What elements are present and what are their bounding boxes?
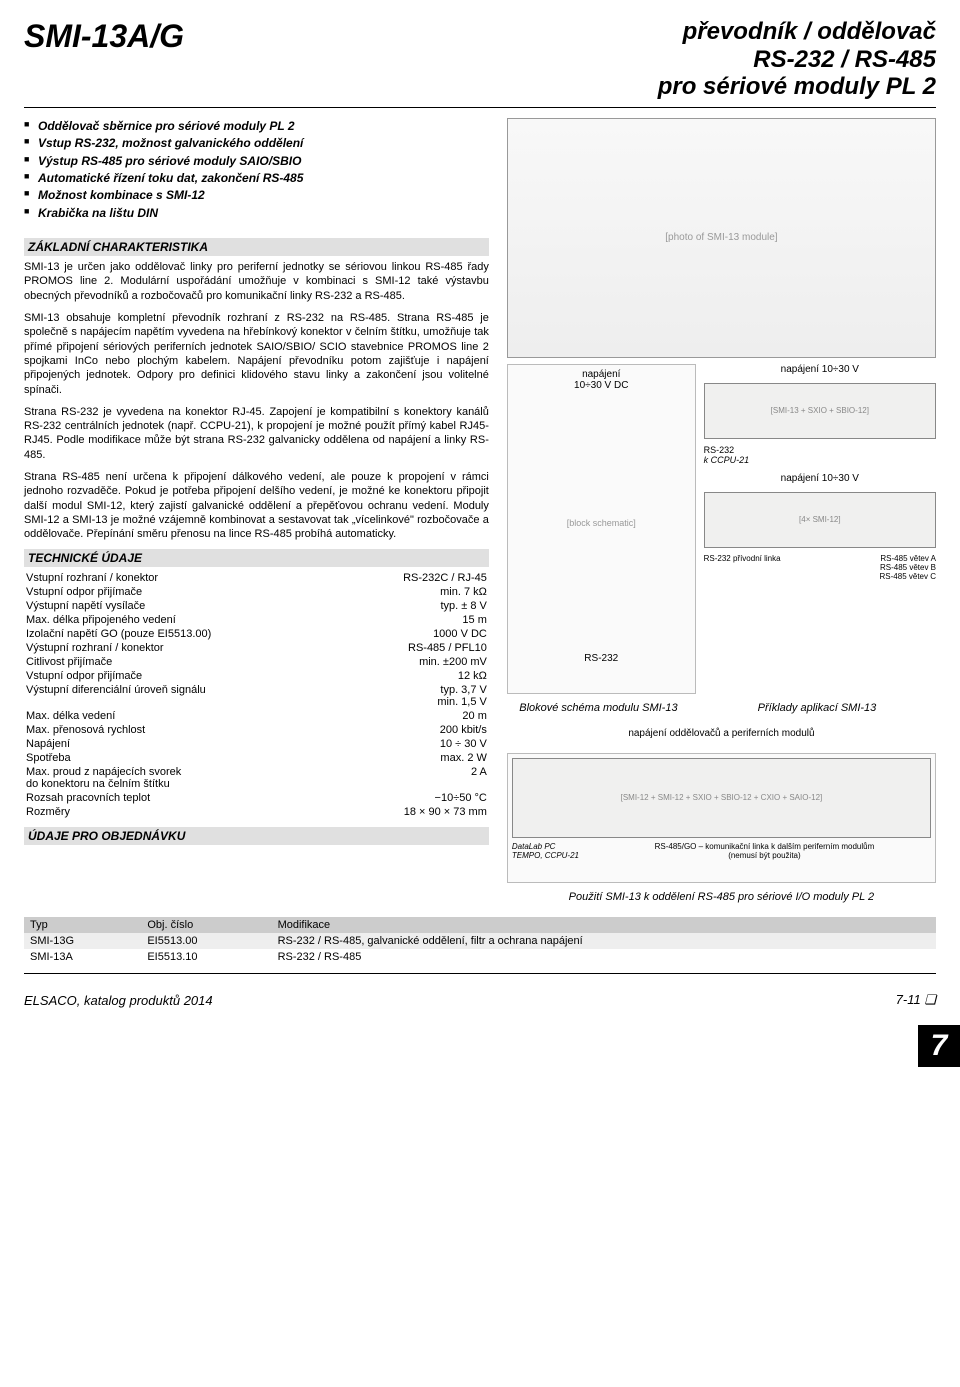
module-example-1: [SMI-13 + SXIO + SBIO-12]	[704, 383, 936, 439]
rs232-label-2: RS-232	[704, 445, 735, 455]
wide-diagram: [SMI-12 + SMI-12 + SXIO + SBIO-12 + CXIO…	[507, 753, 936, 883]
product-photo: [photo of SMI-13 module]	[507, 118, 936, 358]
feature-item: Vstup RS-232, možnost galvanického odděl…	[24, 135, 489, 152]
char-paragraph: SMI-13 je určen jako oddělovač linky pro…	[24, 260, 489, 303]
product-title: převodník / oddělovač RS-232 / RS-485 pr…	[204, 18, 936, 101]
characteristics-body: SMI-13 je určen jako oddělovač linky pro…	[24, 260, 489, 541]
module-example-2: [4× SMI-12]	[704, 492, 936, 548]
feature-list: Oddělovač sběrnice pro sériové moduly PL…	[24, 118, 489, 222]
outlet-label: RS-232 přívodní linka	[704, 554, 781, 581]
tech-row: Rozsah pracovních teplot−10÷50 °C	[24, 791, 489, 805]
branch-c: RS-485 větev C	[880, 572, 936, 581]
feature-item: Oddělovač sběrnice pro sériové moduly PL…	[24, 118, 489, 135]
feature-item: Krabička na lištu DIN	[24, 205, 489, 222]
rs232-label: RS-232	[512, 653, 691, 664]
tech-row: Izolační napětí GO (pouze EI5513.00)1000…	[24, 627, 489, 641]
tech-row: Spotřebamax. 2 W	[24, 751, 489, 765]
order-row: SMI-13AEI5513.10RS-232 / RS-485	[24, 949, 936, 965]
branch-b: RS-485 větev B	[880, 563, 936, 572]
wide-top-label: napájení oddělovačů a periferních modulů	[507, 728, 936, 739]
kccpu-label: k CCPU-21	[704, 455, 750, 465]
datalab-label: DataLab PC TEMPO, CCPU-21	[512, 842, 592, 860]
examples-caption: Příklady aplikací SMI-13	[698, 702, 936, 714]
branch-a: RS-485 větev A	[880, 554, 936, 563]
tech-row: Max. proud z napájecích svorek do konekt…	[24, 765, 489, 791]
tech-row: Max. délka připojeného vedení15 m	[24, 613, 489, 627]
order-header: Obj. číslo	[141, 917, 271, 933]
tech-row: Citlivost přijímačemin. ±200 mV	[24, 655, 489, 669]
footer-right: 7-11 ❏	[896, 992, 936, 1008]
section-characteristics: ZÁKLADNÍ CHARAKTERISTIKA	[24, 238, 489, 256]
char-paragraph: Strana RS-485 není určena k připojení dá…	[24, 470, 489, 541]
block-diagram: napájení 10÷30 V DC [block schematic] RS…	[507, 364, 696, 694]
wide-rs485-label: RS-485/GO – komunikační linka k dalším p…	[598, 842, 931, 860]
char-paragraph: Strana RS-232 je vyvedena na konektor RJ…	[24, 405, 489, 462]
feature-item: Výstup RS-485 pro sériové moduly SAIO/SB…	[24, 153, 489, 170]
block-caption: Blokové schéma modulu SMI-13	[507, 702, 690, 714]
tech-row: Výstupní rozhraní / konektorRS-485 / PFL…	[24, 641, 489, 655]
tech-row: Výstupní napětí vysílačetyp. ± 8 V	[24, 599, 489, 613]
psu-label: napájení 10÷30 V DC	[512, 369, 691, 391]
section-order: ÚDAJE PRO OBJEDNÁVKU	[24, 827, 489, 845]
title-divider	[24, 107, 936, 108]
order-header: Modifikace	[272, 917, 936, 933]
char-paragraph: SMI-13 obsahuje kompletní převodník rozh…	[24, 311, 489, 397]
title-line-3: pro sériové moduly PL 2	[204, 73, 936, 101]
tech-row: Vstupní odpor přijímačemin. 7 kΩ	[24, 585, 489, 599]
tech-row: Vstupní odpor přijímače12 kΩ	[24, 669, 489, 683]
product-code: SMI-13A/G	[24, 18, 184, 55]
tech-row: Napájení10 ÷ 30 V	[24, 737, 489, 751]
tech-table: Vstupní rozhraní / konektorRS-232C / RJ-…	[24, 571, 489, 819]
footer-left: ELSACO, katalog produktů 2014	[24, 993, 213, 1008]
section-tech: TECHNICKÉ ÚDAJE	[24, 549, 489, 567]
order-header: Typ	[24, 917, 141, 933]
tech-row: Výstupní diferenciální úroveň signálutyp…	[24, 683, 489, 709]
feature-item: Možnost kombinace s SMI-12	[24, 187, 489, 204]
wide-caption: Použití SMI-13 k oddělení RS-485 pro sér…	[507, 891, 936, 903]
psu-label-r2: napájení 10÷30 V	[704, 473, 936, 484]
psu-label-r1: napájení 10÷30 V	[704, 364, 936, 375]
bottom-divider	[24, 973, 936, 974]
tech-row: Max. délka vedení20 m	[24, 709, 489, 723]
module-example-wide: [SMI-12 + SMI-12 + SXIO + SBIO-12 + CXIO…	[512, 758, 931, 838]
tech-row: Vstupní rozhraní / konektorRS-232C / RJ-…	[24, 571, 489, 585]
title-line-1: převodník / oddělovač	[204, 18, 936, 46]
tech-row: Rozměry18 × 90 × 73 mm	[24, 805, 489, 819]
order-row: SMI-13GEI5513.00RS-232 / RS-485, galvani…	[24, 933, 936, 949]
title-line-2: RS-232 / RS-485	[204, 46, 936, 74]
order-table: TypObj. čísloModifikace SMI-13GEI5513.00…	[24, 917, 936, 965]
feature-item: Automatické řízení toku dat, zakončení R…	[24, 170, 489, 187]
chapter-tab: 7	[918, 1025, 960, 1067]
tech-row: Max. přenosová rychlost200 kbit/s	[24, 723, 489, 737]
